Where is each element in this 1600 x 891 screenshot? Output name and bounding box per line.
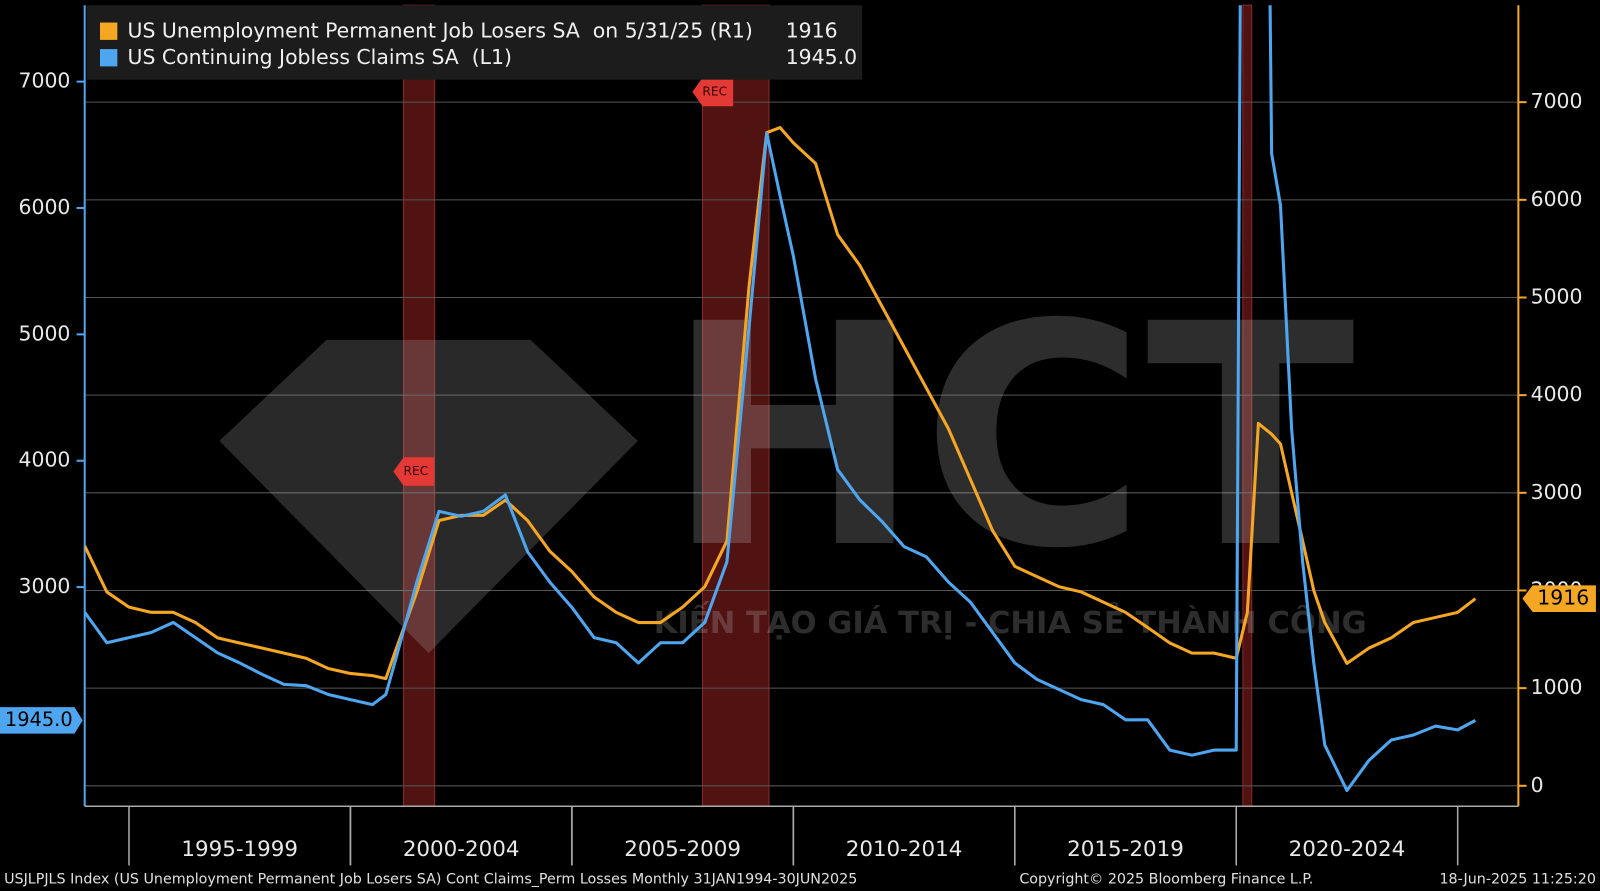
- footer-source: USJLPJLS Index (US Unemployment Permanen…: [4, 872, 857, 888]
- series-line: [84, 126, 1477, 681]
- x-tick-label: 2015-2019: [1067, 837, 1184, 862]
- y-tick-label: 7000: [19, 69, 71, 93]
- last-value-label: 1945.0: [5, 708, 73, 731]
- watermark-logo: HCT: [665, 260, 1356, 616]
- y2-tick-label: 5000: [1531, 284, 1583, 308]
- y2-tick-label: 6000: [1531, 187, 1583, 211]
- watermark: HCT KIẾN TẠO GIÁ TRỊ - CHIA SẺ THÀNH CÔN…: [219, 260, 1367, 654]
- y2-tick-label: 7000: [1531, 89, 1583, 113]
- y-tick-label: 6000: [19, 195, 71, 219]
- recession-band: [403, 5, 435, 807]
- watermark-diamond: [219, 339, 638, 654]
- footer-timestamp: 18-Jun-2025 11:25:20: [1439, 872, 1595, 888]
- y-tick-label: 3000: [19, 574, 71, 598]
- recession-label: REC: [702, 84, 727, 98]
- legend-swatch: [100, 22, 118, 40]
- y-tick-label: 5000: [19, 321, 71, 345]
- footer-copyright: Copyright© 2025 Bloomberg Finance L.P.: [1019, 872, 1313, 888]
- x-tick-label: 2020-2024: [1289, 837, 1406, 862]
- y2-tick-label: 3000: [1531, 480, 1583, 504]
- recession-band: [1242, 5, 1252, 807]
- series-line: [84, 5, 1477, 793]
- legend-entry: US Continuing Jobless Claims SA (L1): [128, 45, 512, 69]
- y2-tick-label: 4000: [1531, 382, 1583, 406]
- x-tick-label: 1995-1999: [181, 837, 298, 862]
- y-tick-label: 4000: [19, 448, 71, 472]
- legend-entry: US Unemployment Permanent Job Losers SA …: [128, 19, 753, 43]
- y2-tick-label: 1000: [1531, 675, 1583, 699]
- recession-flag: [692, 77, 734, 107]
- x-tick-label: 2000-2004: [403, 837, 520, 862]
- legend-swatch: [100, 49, 118, 67]
- watermark-tagline: KIẾN TẠO GIÁ TRỊ - CHIA SẺ THÀNH CÔNG: [654, 601, 1367, 641]
- last-value-badge: [0, 707, 83, 734]
- x-tick-label: 2005-2009: [624, 837, 741, 862]
- legend-box: [86, 5, 863, 80]
- last-value-badge: [1522, 585, 1596, 612]
- x-tick-label: 2010-2014: [846, 837, 963, 862]
- legend-value: 1916: [786, 19, 838, 43]
- recession-band: [702, 5, 769, 807]
- legend-value: 1945.0: [786, 45, 857, 69]
- recession-label: REC: [403, 464, 428, 478]
- y2-tick-label: 0: [1531, 773, 1544, 797]
- recession-flag: [393, 457, 435, 486]
- last-value-label: 1916: [1537, 586, 1589, 610]
